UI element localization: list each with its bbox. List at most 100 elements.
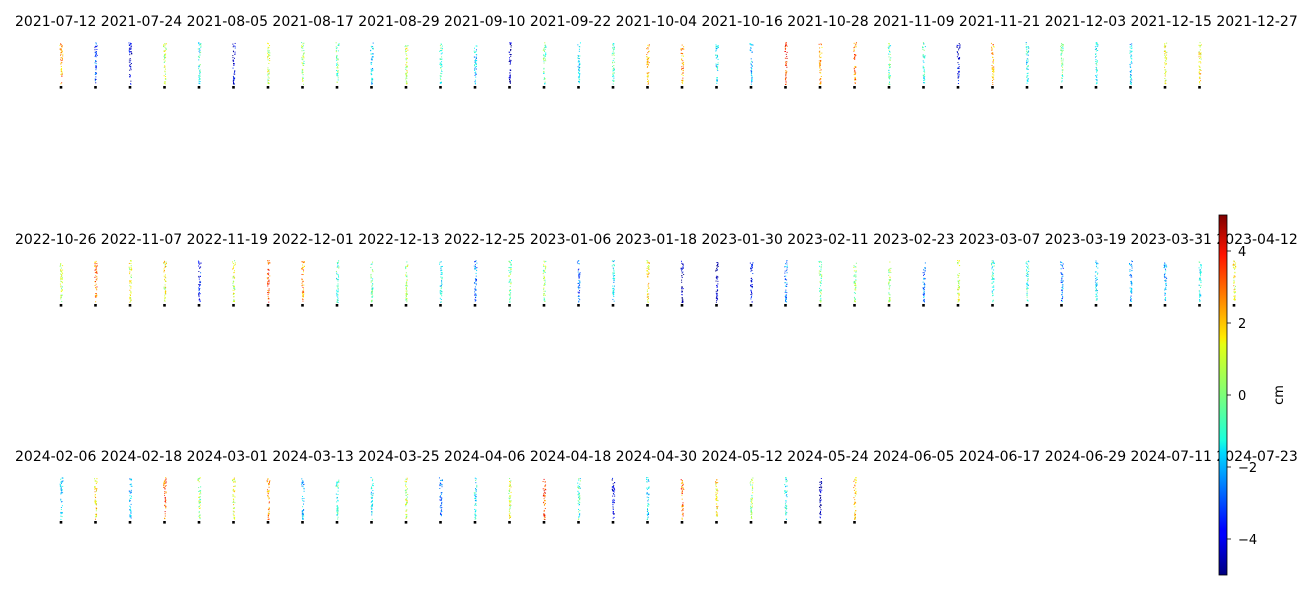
pixel [578, 263, 580, 265]
pixel [232, 479, 234, 481]
pixel [200, 51, 202, 53]
pixel [681, 301, 683, 303]
pixel [1164, 55, 1166, 57]
reference-point [59, 304, 63, 307]
pixel [198, 512, 200, 514]
pixel [785, 297, 787, 299]
pixel [267, 46, 269, 48]
pixel [441, 265, 443, 267]
pixel [1027, 54, 1029, 56]
pixel [1061, 52, 1063, 54]
pixel [819, 78, 821, 80]
pixel [578, 300, 580, 302]
pixel [646, 53, 648, 55]
pixel [1027, 78, 1029, 80]
pixel [854, 301, 856, 303]
pixel [267, 515, 269, 517]
pixel [1061, 277, 1063, 279]
pixel [509, 43, 511, 45]
pixel [785, 296, 787, 298]
pixel [474, 61, 476, 63]
pixel [266, 481, 268, 483]
pixel [372, 53, 374, 55]
pixel [1095, 299, 1097, 301]
pixel [646, 81, 648, 83]
pixel [337, 44, 339, 46]
pixel [62, 477, 64, 479]
pixel [509, 289, 511, 291]
pixel [855, 287, 857, 289]
pixel [1234, 292, 1236, 294]
pixel [370, 62, 372, 64]
pixel [336, 299, 338, 301]
pixel [682, 271, 684, 273]
pixel [958, 49, 960, 51]
pixel [510, 281, 512, 283]
pixel [61, 73, 63, 75]
pixel [646, 518, 648, 520]
pixel [819, 501, 821, 503]
pixel [372, 492, 374, 494]
pixel [1199, 295, 1201, 297]
pixel [94, 285, 96, 287]
pixel [578, 516, 580, 518]
pixel [406, 488, 408, 490]
pixel [680, 52, 682, 54]
pixel [751, 286, 753, 288]
pixel [751, 291, 753, 293]
panel-3-2 [94, 478, 98, 524]
pixel [715, 481, 717, 483]
pixel [784, 503, 786, 505]
pixel [715, 270, 717, 272]
pixel [647, 73, 649, 75]
pixel [269, 52, 271, 54]
pixel [853, 489, 855, 491]
pixel [716, 66, 718, 68]
pixel [542, 54, 544, 56]
pixel [94, 480, 96, 482]
pixel [1026, 294, 1028, 296]
pixel [681, 489, 683, 491]
pixel [59, 48, 61, 50]
pixel [992, 278, 994, 280]
panel-2-12 [439, 261, 443, 307]
pixel [785, 291, 787, 293]
pixel [129, 516, 131, 518]
pixel [130, 45, 132, 47]
pixel [681, 289, 683, 291]
pixel [508, 260, 510, 262]
pixel [786, 51, 788, 53]
pixel [163, 56, 165, 58]
pixel [819, 481, 821, 483]
pixel [1130, 290, 1132, 292]
pixel [129, 76, 131, 78]
pixel [646, 267, 648, 269]
reference-point [335, 86, 339, 89]
pixel [612, 43, 614, 45]
pixel [819, 498, 821, 499]
pixel [1233, 267, 1235, 269]
panel-2-7 [266, 260, 271, 307]
pixel [164, 54, 166, 56]
pixel [267, 48, 269, 50]
pixel [923, 42, 925, 44]
pixel [786, 57, 788, 59]
pixel [785, 289, 787, 291]
pixel [682, 80, 684, 82]
pixel [96, 262, 98, 264]
pixel [95, 508, 97, 510]
pixel [510, 289, 512, 291]
pixel [268, 301, 270, 303]
pixel [888, 281, 890, 283]
pixel [579, 487, 581, 489]
pixel [370, 281, 372, 283]
pixel [613, 296, 615, 298]
pixel [267, 260, 269, 262]
pixel [922, 67, 924, 69]
pixel [405, 65, 407, 67]
pixel [578, 285, 580, 287]
pixel [269, 60, 271, 62]
pixel [1026, 62, 1028, 64]
pixel [198, 82, 200, 84]
pixel [164, 288, 166, 290]
